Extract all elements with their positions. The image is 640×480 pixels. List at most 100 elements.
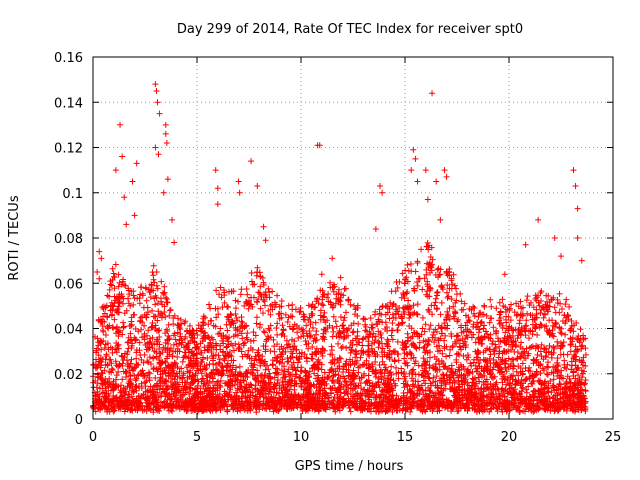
data-point xyxy=(324,375,331,382)
data-point xyxy=(146,345,153,352)
data-point xyxy=(382,326,389,333)
data-point xyxy=(250,364,257,371)
data-point xyxy=(354,335,361,342)
data-point xyxy=(151,340,158,347)
data-point xyxy=(278,310,285,317)
data-point xyxy=(243,398,250,405)
data-point xyxy=(94,391,101,398)
data-point xyxy=(343,379,350,386)
data-point xyxy=(518,339,525,346)
data-point xyxy=(244,369,251,376)
data-point xyxy=(434,292,441,299)
data-point xyxy=(248,270,255,277)
data-point xyxy=(243,300,250,307)
data-point xyxy=(426,338,433,345)
data-point xyxy=(274,292,281,299)
data-point xyxy=(219,337,226,344)
data-point xyxy=(305,345,312,352)
data-point xyxy=(199,327,206,334)
data-point xyxy=(260,281,267,288)
data-point xyxy=(513,368,520,375)
data-point xyxy=(582,380,589,387)
data-point xyxy=(540,314,547,321)
data-point xyxy=(396,278,403,285)
data-point xyxy=(294,329,301,336)
data-point xyxy=(224,362,231,369)
data-point xyxy=(260,296,267,303)
data-point xyxy=(362,400,369,407)
data-point xyxy=(334,388,341,395)
data-point xyxy=(423,271,430,278)
data-point xyxy=(257,291,264,298)
data-point xyxy=(532,292,539,299)
data-point xyxy=(570,383,577,390)
data-point xyxy=(357,404,364,411)
data-point xyxy=(252,395,259,402)
data-point xyxy=(404,288,411,295)
data-point xyxy=(500,387,507,394)
data-point xyxy=(461,365,468,372)
data-point xyxy=(426,354,433,361)
data-point xyxy=(419,387,426,394)
data-point xyxy=(251,357,258,364)
data-point xyxy=(420,337,427,344)
data-point xyxy=(294,404,301,411)
data-point xyxy=(470,303,477,310)
data-point xyxy=(321,309,328,316)
data-point xyxy=(339,343,346,350)
data-point xyxy=(135,371,142,378)
data-point xyxy=(481,372,488,379)
data-point xyxy=(278,360,285,367)
data-point xyxy=(454,408,461,415)
data-point xyxy=(218,372,225,379)
data-point xyxy=(113,395,120,402)
data-point xyxy=(447,386,454,393)
data-point xyxy=(116,298,123,305)
data-point xyxy=(292,306,299,313)
data-point xyxy=(259,310,266,317)
data-point xyxy=(386,315,393,322)
data-point xyxy=(431,339,438,346)
data-point xyxy=(359,336,366,343)
data-point xyxy=(337,313,344,320)
data-point xyxy=(161,398,168,405)
data-point xyxy=(355,320,362,327)
data-point xyxy=(210,384,217,391)
data-point xyxy=(242,403,249,410)
data-point xyxy=(230,288,237,295)
data-point xyxy=(393,370,400,377)
data-point xyxy=(109,302,116,309)
data-point xyxy=(488,406,495,413)
data-point xyxy=(291,377,298,384)
data-point xyxy=(549,382,556,389)
data-point xyxy=(232,305,239,312)
data-point xyxy=(210,397,217,404)
data-point xyxy=(285,340,292,347)
data-point xyxy=(561,357,568,364)
data-point xyxy=(259,353,266,360)
data-point xyxy=(165,392,172,399)
data-point xyxy=(317,386,324,393)
data-point xyxy=(547,377,554,384)
data-point xyxy=(214,387,221,394)
data-point xyxy=(368,321,375,328)
data-point xyxy=(209,374,216,381)
data-point xyxy=(442,332,449,339)
data-point xyxy=(347,378,354,385)
data-point xyxy=(424,281,431,288)
data-point xyxy=(460,395,467,402)
data-point xyxy=(270,384,277,391)
data-point xyxy=(352,354,359,361)
data-point xyxy=(342,390,349,397)
data-point xyxy=(534,331,541,338)
data-point xyxy=(164,299,171,306)
data-point xyxy=(444,268,451,275)
data-point xyxy=(287,344,294,351)
data-point xyxy=(266,387,273,394)
data-point xyxy=(174,315,181,322)
data-point xyxy=(523,322,530,329)
data-point xyxy=(273,324,280,331)
data-point xyxy=(330,379,337,386)
data-point xyxy=(201,334,208,341)
data-point xyxy=(482,328,489,335)
